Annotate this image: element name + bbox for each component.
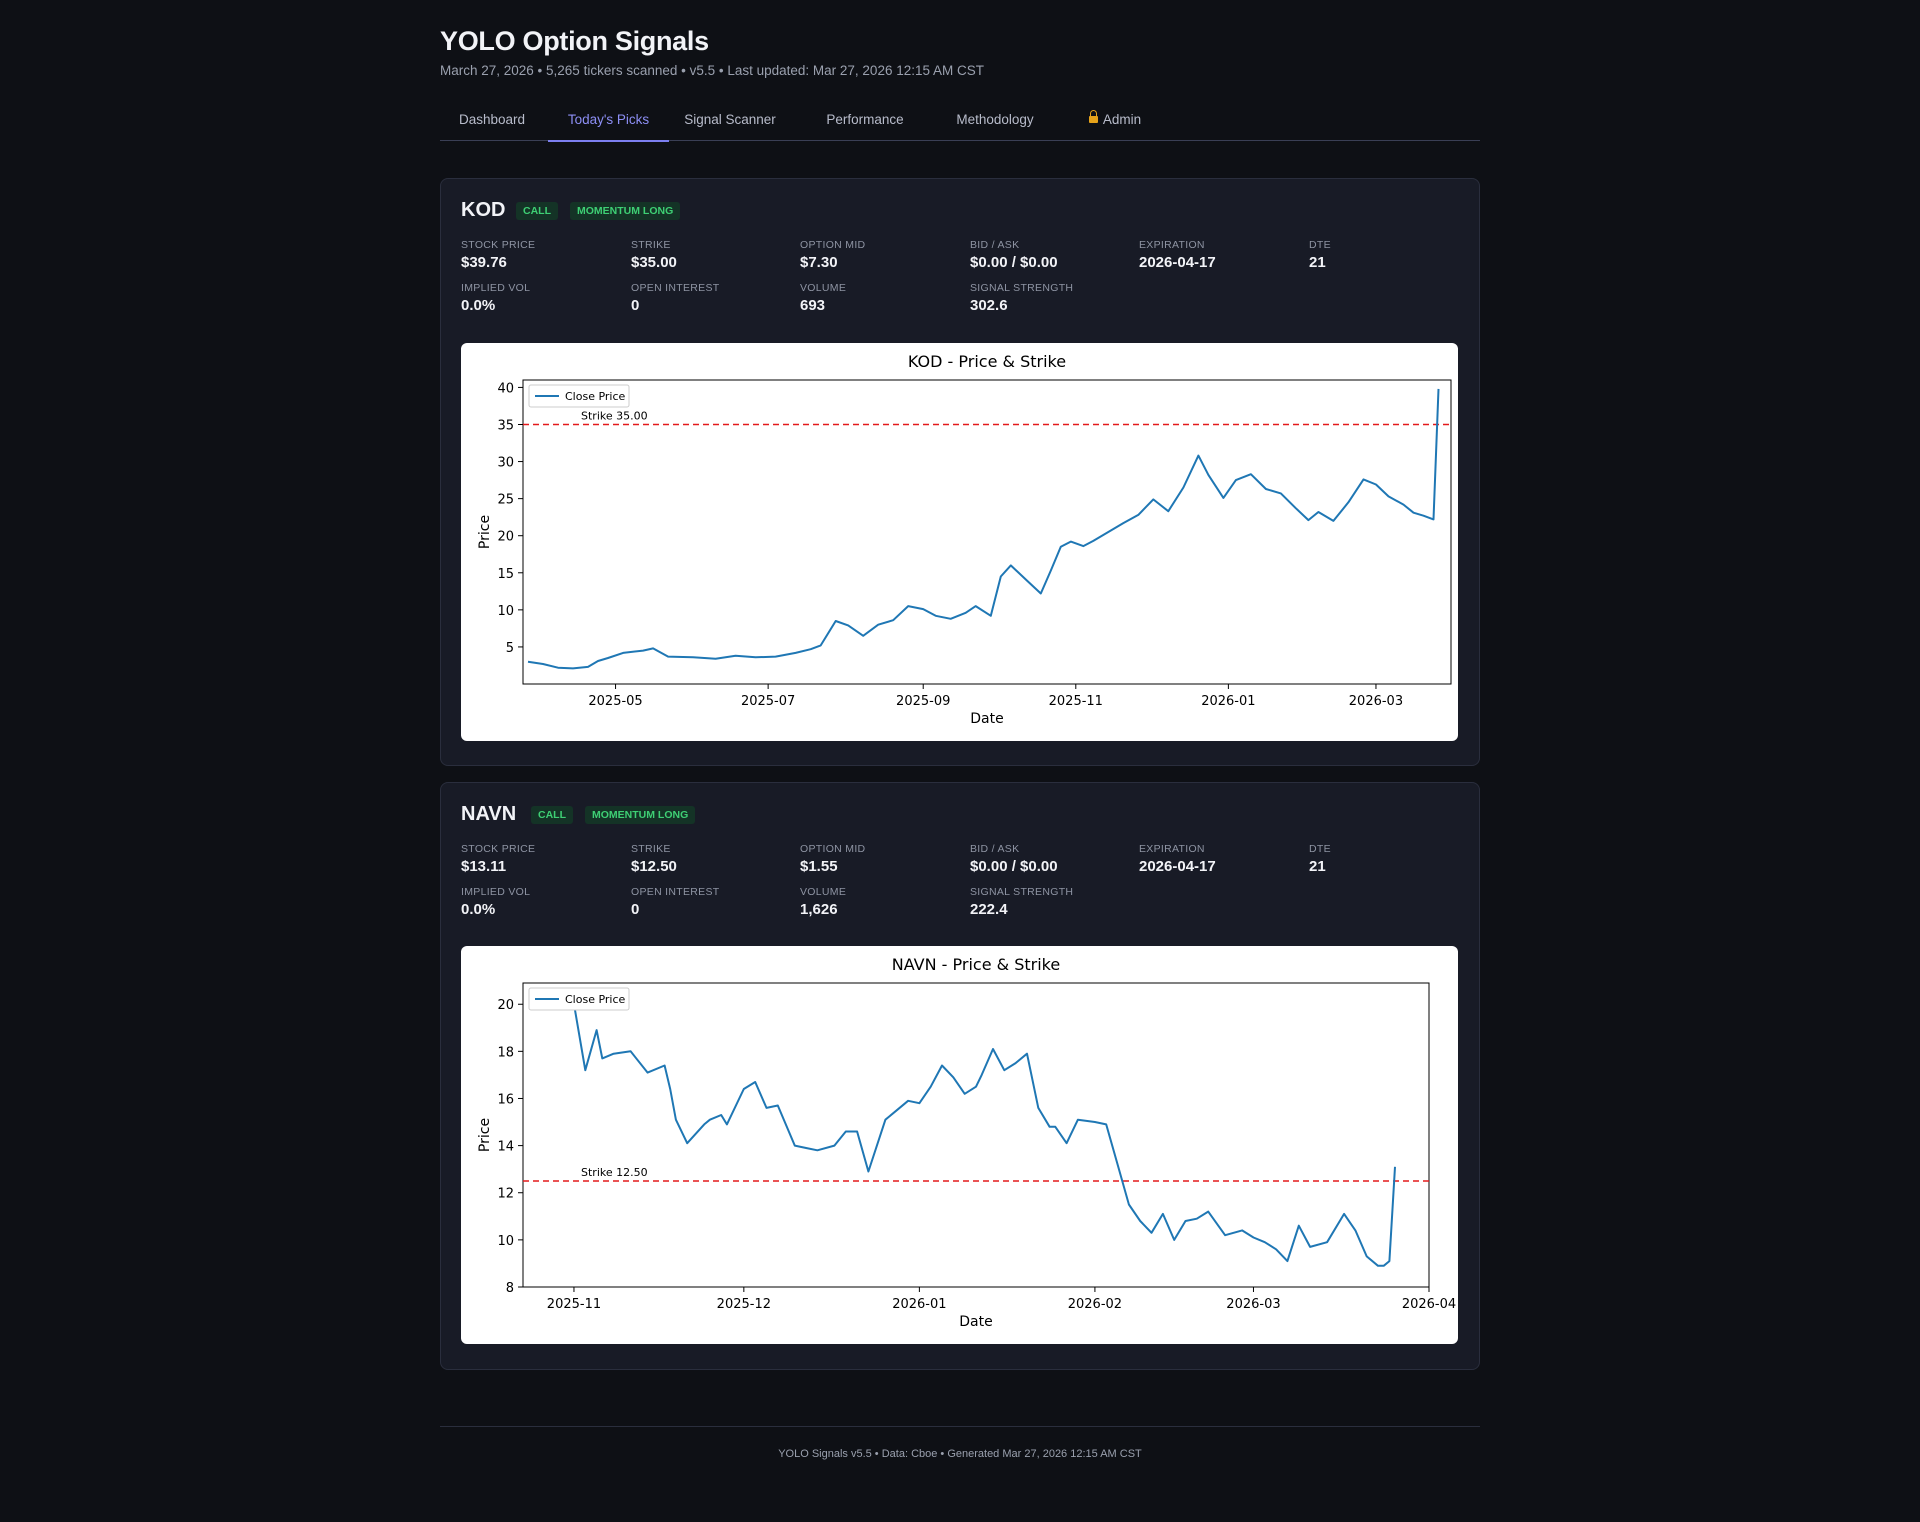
metric-bid-ask: Bid / Ask $0.00 / $0.00 — [970, 843, 1058, 875]
strike-label: Strike 35.00 — [581, 409, 648, 422]
page-subtitle: March 27, 2026 • 5,265 tickers scanned •… — [440, 63, 984, 78]
close-price-line — [527, 388, 1440, 670]
y-tick-label: 15 — [497, 567, 514, 582]
x-tick-label: 2025-05 — [588, 694, 642, 709]
plot-frame — [522, 379, 1452, 685]
close-price-line — [573, 1004, 1396, 1267]
pick-card-kod: KOD CALL MOMENTUM LONG Stock Price $39.76… — [440, 178, 1480, 766]
metric-signal-strength: Signal Strength 302.6 — [970, 282, 1074, 314]
chart-svg-kod: KOD - Price & Strike 5 10 15 20 25 30 35 40 2025-… — [477, 352, 1452, 727]
y-tick-label: 14 — [497, 1140, 514, 1155]
y-tick-label: 8 — [506, 1281, 514, 1296]
legend-box — [528, 384, 630, 408]
metric-strike: Strike $12.50 — [631, 843, 677, 875]
strategy-badge: MOMENTUM LONG — [570, 202, 681, 220]
metric-open-interest: Open Interest 0 — [631, 282, 720, 314]
y-tick-label: 10 — [497, 1234, 514, 1249]
legend-box — [528, 987, 630, 1011]
y-axis-label: Price — [477, 515, 493, 549]
price-chart-navn: NAVN - Price & Strike 8 10 12 14 16 18 20 2025-1… — [461, 946, 1458, 1344]
nav-tabs: Dashboard Today's Picks Signal Scanner P… — [440, 102, 1480, 142]
y-tick-label: 10 — [497, 604, 514, 619]
footer: YOLO Signals v5.5 • Data: Cboe • Generat… — [778, 1448, 1142, 1460]
metric-expiration: Expiration 2026-04-17 — [1139, 239, 1216, 271]
metric-bid-ask: Bid / Ask $0.00 / $0.00 — [970, 239, 1058, 271]
x-tick-label: 2025-09 — [896, 694, 950, 709]
call-badge: CALL — [516, 202, 558, 220]
tab-performance[interactable]: Performance — [826, 112, 904, 127]
y-tick-label: 30 — [497, 456, 514, 471]
lock-icon — [1088, 110, 1098, 123]
tab-methodology[interactable]: Methodology — [956, 112, 1034, 127]
chart-title: KOD - Price & Strike — [908, 352, 1066, 371]
chart-title: NAVN - Price & Strike — [892, 955, 1060, 974]
x-tick-label: 2025-12 — [717, 1297, 771, 1312]
x-tick-label: 2025-07 — [741, 694, 795, 709]
x-tick-label: 2026-03 — [1349, 694, 1403, 709]
metric-stock-price: Stock Price $39.76 — [461, 239, 536, 271]
y-axis-label: Price — [477, 1118, 493, 1152]
strategy-badge: MOMENTUM LONG — [585, 806, 696, 824]
tab-dashboard[interactable]: Dashboard — [458, 112, 526, 127]
call-badge: CALL — [531, 806, 573, 824]
metric-expiration: Expiration 2026-04-17 — [1139, 843, 1216, 875]
chart-svg-navn: NAVN - Price & Strike 8 10 12 14 16 18 20 2025-1… — [477, 955, 1456, 1330]
y-tick-label: 40 — [497, 381, 514, 396]
ticker-symbol: NAVN — [461, 803, 517, 825]
x-tick-label: 2026-02 — [1068, 1297, 1122, 1312]
legend-label: Close Price — [565, 390, 626, 403]
metric-dte: DTE 21 — [1309, 843, 1331, 875]
x-axis-label: Date — [970, 711, 1003, 727]
strike-label: Strike 12.50 — [581, 1166, 648, 1179]
x-tick-label: 2026-04 — [1402, 1297, 1456, 1312]
metric-implied-vol: Implied Vol 0.0% — [461, 886, 531, 918]
y-tick-label: 25 — [497, 493, 514, 508]
y-tick-label: 5 — [506, 641, 514, 656]
metric-implied-vol: Implied Vol 0.0% — [461, 282, 531, 314]
metric-volume: Volume 1,626 — [800, 886, 847, 918]
metric-signal-strength: Signal Strength 222.4 — [970, 886, 1074, 918]
y-tick-label: 20 — [497, 530, 514, 545]
metric-option-mid: Option Mid $1.55 — [800, 843, 866, 875]
page-title: YOLO Option Signals — [440, 26, 709, 56]
x-tick-label: 2026-03 — [1226, 1297, 1280, 1312]
x-tick-label: 2026-01 — [892, 1297, 946, 1312]
x-tick-label: 2025-11 — [547, 1297, 601, 1312]
y-tick-label: 16 — [497, 1092, 514, 1107]
metric-strike: Strike $35.00 — [631, 239, 677, 271]
ticker-symbol: KOD — [461, 199, 506, 221]
x-tick-label: 2025-11 — [1049, 694, 1103, 709]
tab-admin[interactable]: Admin — [1065, 110, 1165, 140]
metric-dte: DTE 21 — [1309, 239, 1331, 271]
y-tick-label: 12 — [497, 1187, 514, 1202]
plot-frame — [522, 982, 1430, 1288]
legend-label: Close Price — [565, 993, 626, 1006]
pick-card-navn: NAVN CALL MOMENTUM LONG Stock Price $13.1… — [440, 782, 1480, 1370]
x-axis-label: Date — [959, 1314, 992, 1330]
tab-todays-picks[interactable]: Today's Picks — [548, 112, 669, 142]
x-tick-label: 2026-01 — [1201, 694, 1255, 709]
metric-volume: Volume 693 — [800, 282, 847, 314]
price-chart-kod: KOD - Price & Strike 5 10 15 20 25 30 35 40 2025-… — [461, 343, 1458, 741]
y-tick-label: 18 — [497, 1045, 514, 1060]
tab-signal-scanner[interactable]: Signal Scanner — [684, 112, 776, 127]
footer-divider — [440, 1426, 1480, 1427]
y-tick-label: 20 — [497, 998, 514, 1013]
metric-open-interest: Open Interest 0 — [631, 886, 720, 918]
metric-stock-price: Stock Price $13.11 — [461, 843, 536, 875]
metric-option-mid: Option Mid $7.30 — [800, 239, 866, 271]
y-tick-label: 35 — [497, 418, 514, 433]
